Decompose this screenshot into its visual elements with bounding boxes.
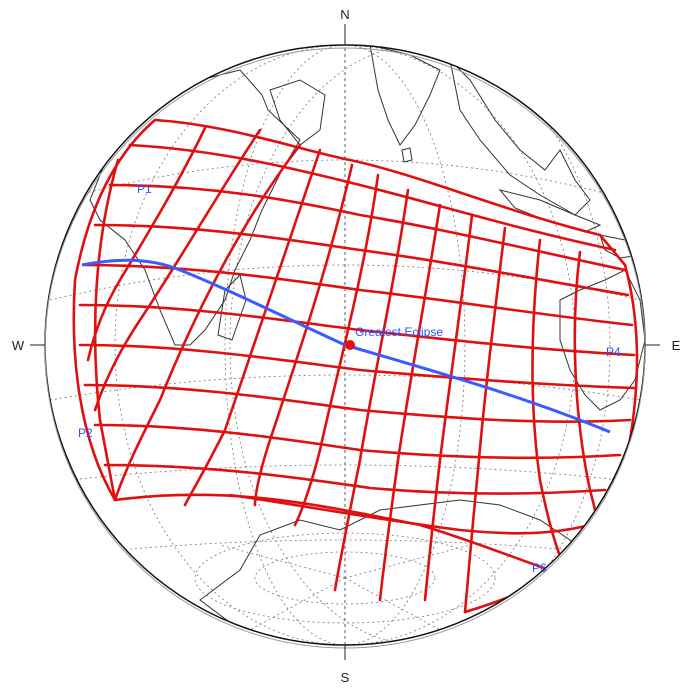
- coastlines: [89, 45, 645, 645]
- time-contour: [333, 188, 410, 592]
- southeast-asia-coastline: [449, 58, 591, 216]
- latitude-contour: [78, 303, 636, 357]
- latitude-contour: [78, 343, 636, 390]
- india-coastline: [369, 45, 441, 146]
- latitude-contour: [83, 383, 632, 423]
- sri-lanka-coastline: [401, 147, 413, 163]
- australia-coastline: [559, 269, 645, 411]
- latitude-contour: [93, 423, 622, 460]
- time-contour: [463, 226, 507, 614]
- madagascar-coastline: [217, 274, 247, 341]
- latitude-contour: [108, 183, 627, 272]
- p2-label: P2: [78, 426, 93, 440]
- latitude-contour: [228, 493, 592, 535]
- latitude-contour: [103, 463, 607, 495]
- time-contour: [293, 173, 380, 527]
- polar-circle: [254, 551, 436, 605]
- east-label: E: [672, 338, 681, 353]
- parallel-line: [69, 464, 621, 481]
- latitude-contour: [93, 223, 630, 297]
- latitude-contour: [128, 143, 617, 252]
- arabia-coastline: [269, 79, 326, 146]
- north-label: N: [340, 7, 349, 22]
- meridian-line: [224, 45, 466, 645]
- parallel-line: [59, 159, 631, 201]
- time-contour: [253, 163, 354, 507]
- polar-circle: [194, 532, 496, 624]
- northern-limit-curve: [153, 118, 627, 267]
- p4-label: P4: [606, 345, 621, 359]
- time-contour: [113, 143, 302, 502]
- south-label: S: [341, 670, 350, 685]
- time-contour: [378, 203, 442, 602]
- central-path: [81, 258, 611, 434]
- western-limit-curve: [72, 118, 157, 502]
- parallel-line: [49, 374, 641, 401]
- p1-label: P1: [137, 182, 152, 196]
- polar-spoke: [219, 544, 346, 579]
- time-contour: [93, 128, 262, 412]
- africa-coastline: [89, 69, 301, 346]
- polar-spoke: [249, 577, 346, 631]
- polar-spoke: [344, 544, 471, 579]
- time-contour: [86, 126, 207, 362]
- greatest-eclipse-marker: [345, 340, 355, 350]
- time-contour: [531, 238, 567, 567]
- time-contour: [183, 148, 322, 507]
- eclipse-contours: [72, 118, 639, 614]
- compass-ticks: [30, 24, 660, 660]
- p6-label: P6: [532, 561, 547, 575]
- indonesia-coastline: [498, 189, 602, 233]
- time-contour: [423, 213, 474, 602]
- meridian-line: [229, 45, 611, 645]
- greatest-eclipse-label: Greatest Eclipse: [355, 325, 443, 339]
- latitude-contour: [83, 263, 634, 327]
- antarctica-coastline: [199, 499, 591, 645]
- polar-spoke: [344, 577, 441, 631]
- west-label: W: [12, 338, 25, 353]
